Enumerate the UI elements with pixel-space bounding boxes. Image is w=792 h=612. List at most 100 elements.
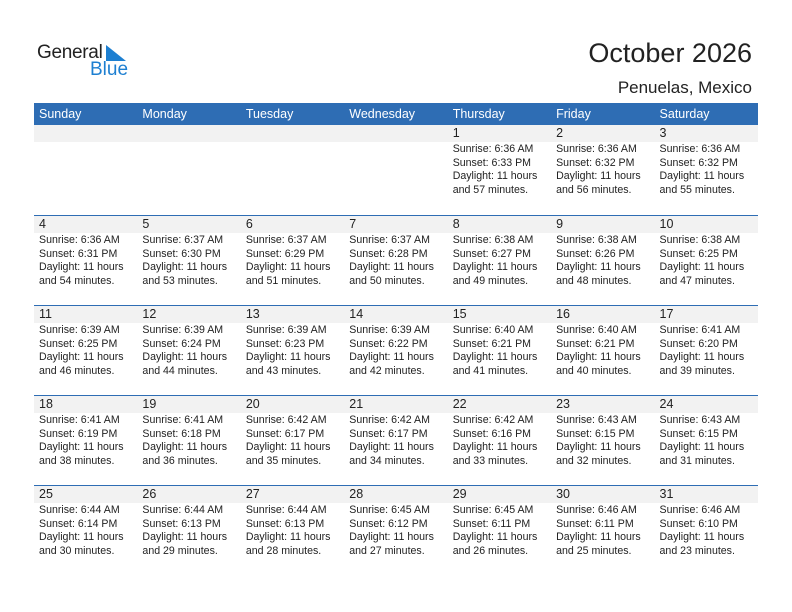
daylight-text: Daylight: 11 hours (452, 351, 538, 363)
day-cell: 7 Sunrise: 6:37 AM Sunset: 6:28 PM Daylight… (344, 216, 448, 305)
day-cell: 12 Sunrise: 6:39 AM Sunset: 6:24 PM Dayligh… (137, 306, 241, 395)
sunrise-text: Sunrise: 6:45 AM (349, 504, 430, 516)
day-number: 7 (344, 216, 448, 233)
page-title: October 2026 (588, 38, 752, 68)
day-number: 5 (137, 216, 241, 233)
empty-cell (34, 125, 138, 215)
minutes-text: and 48 minutes. (556, 274, 632, 287)
week-row: 25 Sunrise: 6:44 AM Sunset: 6:14 PM Dayligh… (34, 485, 758, 575)
day-info: Sunrise: 6:39 AM Sunset: 6:24 PM Daylight:… (137, 323, 240, 378)
daylight-text: Daylight: 11 hours (245, 441, 331, 453)
day-info: Sunrise: 6:37 AM Sunset: 6:30 PM Daylight:… (137, 233, 240, 288)
sunset-text: Sunset: 6:32 PM (659, 156, 738, 169)
day-cell: 24 Sunrise: 6:43 AM Sunset: 6:15 PM Dayligh… (654, 396, 758, 485)
sunset-text: Sunset: 6:15 PM (659, 427, 738, 440)
minutes-text: and 33 minutes. (452, 454, 529, 467)
minutes-text: and 44 minutes. (142, 364, 218, 377)
sunset-text: Sunset: 6:13 PM (245, 517, 325, 530)
sunrise-text: Sunrise: 6:39 AM (142, 324, 224, 336)
weekday-tuesday: Tuesday (245, 107, 294, 121)
daylight-text: Daylight: 11 hours (556, 441, 641, 453)
sunrise-text: Sunrise: 6:42 AM (349, 414, 430, 426)
day-info: Sunrise: 6:36 AM Sunset: 6:33 PM Daylight:… (448, 142, 551, 197)
sunrise-text: Sunrise: 6:36 AM (452, 143, 534, 155)
daylight-text: Daylight: 11 hours (142, 351, 228, 363)
daylight-text: Daylight: 11 hours (349, 351, 434, 363)
sunrise-text: Sunrise: 6:44 AM (245, 504, 327, 516)
day-number: 26 (137, 486, 241, 503)
daylight-text: Daylight: 11 hours (245, 531, 331, 543)
daylight-text: Daylight: 11 hours (245, 261, 331, 273)
day-info: Sunrise: 6:46 AM Sunset: 6:10 PM Daylight:… (655, 503, 758, 558)
sunset-text: Sunset: 6:30 PM (142, 247, 221, 260)
day-number: 12 (137, 306, 241, 323)
sunset-text: Sunset: 6:11 PM (556, 517, 634, 530)
weekday-thursday: Thursday (452, 107, 505, 121)
day-number: 29 (447, 486, 552, 503)
minutes-text: and 36 minutes. (142, 454, 218, 467)
day-cell: 5 Sunrise: 6:37 AM Sunset: 6:30 PM Daylight… (137, 216, 241, 305)
minutes-text: and 39 minutes. (659, 364, 735, 377)
day-info: Sunrise: 6:43 AM Sunset: 6:15 PM Daylight:… (655, 413, 758, 468)
daylight-text: Daylight: 11 hours (39, 351, 124, 363)
minutes-text: and 27 minutes. (349, 544, 425, 557)
day-number: 3 (654, 125, 758, 142)
day-cell: 2 Sunrise: 6:36 AM Sunset: 6:32 PM Daylight… (551, 125, 655, 215)
day-number (137, 125, 241, 142)
day-number: 13 (240, 306, 345, 323)
day-cell: 15 Sunrise: 6:40 AM Sunset: 6:21 PM Dayligh… (447, 306, 552, 395)
sunset-text: Sunset: 6:16 PM (452, 427, 532, 440)
sunset-text: Sunset: 6:22 PM (349, 337, 428, 350)
minutes-text: and 40 minutes. (556, 364, 632, 377)
sunrise-text: Sunrise: 6:38 AM (556, 234, 637, 246)
sunrise-text: Sunrise: 6:42 AM (452, 414, 534, 426)
minutes-text: and 23 minutes. (659, 544, 735, 557)
day-info: Sunrise: 6:39 AM Sunset: 6:22 PM Daylight:… (344, 323, 447, 378)
sunrise-text: Sunrise: 6:42 AM (245, 414, 327, 426)
day-number: 9 (551, 216, 655, 233)
sunset-text: Sunset: 6:13 PM (142, 517, 221, 530)
day-number: 23 (551, 396, 655, 413)
sunset-text: Sunset: 6:26 PM (556, 247, 635, 260)
day-info: Sunrise: 6:45 AM Sunset: 6:11 PM Daylight:… (448, 503, 551, 558)
sunset-text: Sunset: 6:33 PM (452, 156, 532, 169)
minutes-text: and 43 minutes. (245, 364, 322, 377)
daylight-text: Daylight: 11 hours (556, 531, 641, 543)
daylight-text: Daylight: 11 hours (142, 531, 228, 543)
sunrise-text: Sunrise: 6:41 AM (142, 414, 224, 426)
sunrise-text: Sunrise: 6:39 AM (349, 324, 430, 336)
minutes-text: and 55 minutes. (659, 183, 735, 196)
minutes-text: and 46 minutes. (39, 364, 115, 377)
sunset-text: Sunset: 6:17 PM (245, 427, 325, 440)
day-cell: 31 Sunrise: 6:46 AM Sunset: 6:10 PM Dayligh… (654, 486, 758, 575)
sunrise-text: Sunrise: 6:37 AM (142, 234, 224, 246)
day-number: 28 (344, 486, 448, 503)
minutes-text: and 26 minutes. (452, 544, 529, 557)
day-number: 4 (34, 216, 138, 233)
day-cell: 23 Sunrise: 6:43 AM Sunset: 6:15 PM Dayligh… (551, 396, 655, 485)
location: Penuelas, Mexico (617, 78, 752, 97)
day-cell: 29 Sunrise: 6:45 AM Sunset: 6:11 PM Dayligh… (447, 486, 552, 575)
minutes-text: and 31 minutes. (659, 454, 735, 467)
sunset-text: Sunset: 6:23 PM (245, 337, 325, 350)
sunrise-text: Sunrise: 6:39 AM (39, 324, 120, 336)
daylight-text: Daylight: 11 hours (659, 441, 745, 453)
minutes-text: and 35 minutes. (245, 454, 322, 467)
calendar: Sunday Monday Tuesday Wednesday Thursday Frid… (34, 103, 758, 575)
day-info: Sunrise: 6:39 AM Sunset: 6:23 PM Daylight:… (241, 323, 344, 378)
day-number: 2 (551, 125, 655, 142)
sunrise-text: Sunrise: 6:39 AM (245, 324, 327, 336)
day-number: 6 (240, 216, 345, 233)
sunrise-text: Sunrise: 6:43 AM (659, 414, 741, 426)
daylight-text: Daylight: 11 hours (452, 531, 538, 543)
minutes-text: and 29 minutes. (142, 544, 218, 557)
day-number: 11 (34, 306, 138, 323)
day-cell: 27 Sunrise: 6:44 AM Sunset: 6:13 PM Dayligh… (240, 486, 345, 575)
sunset-text: Sunset: 6:25 PM (659, 247, 738, 260)
sunrise-text: Sunrise: 6:40 AM (452, 324, 534, 336)
sunrise-text: Sunrise: 6:36 AM (659, 143, 741, 155)
day-info: Sunrise: 6:44 AM Sunset: 6:13 PM Daylight:… (137, 503, 240, 558)
sunrise-text: Sunrise: 6:44 AM (39, 504, 120, 516)
sunset-text: Sunset: 6:32 PM (556, 156, 635, 169)
daylight-text: Daylight: 11 hours (142, 261, 228, 273)
